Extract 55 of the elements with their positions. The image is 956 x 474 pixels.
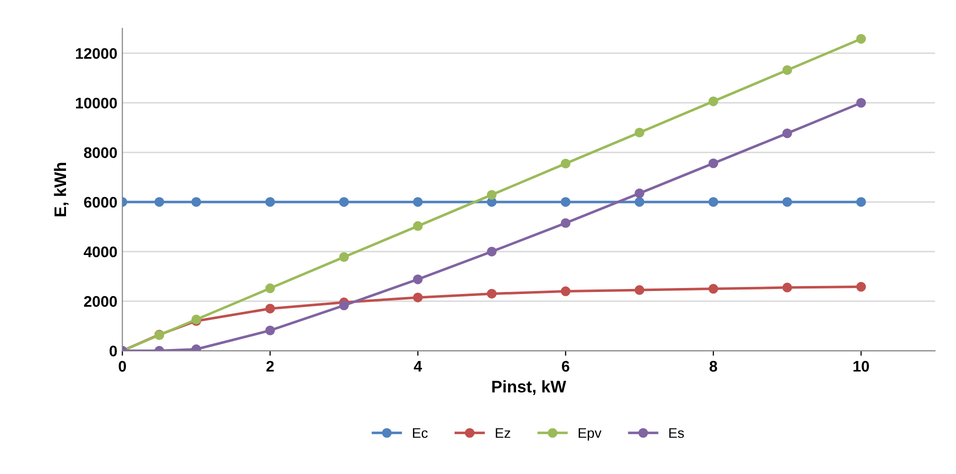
x-tick-label: 2 xyxy=(266,360,274,372)
y-tick-label: 8000 xyxy=(84,147,117,158)
legend-label: Ez xyxy=(496,428,510,438)
point xyxy=(486,246,497,256)
point xyxy=(782,282,792,292)
point xyxy=(708,197,718,207)
x-tick-label: 10 xyxy=(854,360,869,372)
point xyxy=(412,292,423,302)
point xyxy=(708,284,718,294)
point xyxy=(265,283,275,294)
y-tick-label: 10000 xyxy=(76,98,117,109)
point xyxy=(412,221,423,231)
point xyxy=(634,188,644,198)
point xyxy=(634,128,644,138)
point xyxy=(191,197,202,207)
point xyxy=(265,197,275,207)
y-tick-label: 2000 xyxy=(84,296,117,307)
point xyxy=(486,288,497,299)
y-tick-label: 0 xyxy=(110,346,117,356)
point xyxy=(412,197,423,207)
point xyxy=(560,286,570,296)
point xyxy=(339,252,349,262)
point xyxy=(560,158,570,168)
x-tick-label: 0 xyxy=(118,360,126,372)
x-tick-label: 8 xyxy=(710,360,718,372)
x-tick-label: 4 xyxy=(414,361,422,372)
point xyxy=(782,197,792,207)
point xyxy=(154,197,164,207)
point xyxy=(782,65,792,75)
point xyxy=(708,158,718,168)
point xyxy=(560,197,570,207)
legend-label: Es xyxy=(669,428,684,438)
point xyxy=(634,197,644,207)
point xyxy=(265,304,275,314)
point xyxy=(486,190,497,200)
point xyxy=(339,197,349,207)
point xyxy=(412,274,423,284)
point xyxy=(856,282,866,292)
y-tick-label: 4000 xyxy=(84,246,117,258)
point xyxy=(856,34,866,44)
point xyxy=(265,326,275,336)
point xyxy=(339,300,349,310)
point xyxy=(782,128,792,138)
legend-label: Ec xyxy=(412,428,428,438)
y-tick-label: 6000 xyxy=(84,196,117,208)
point xyxy=(856,197,866,207)
legend-label: Epv xyxy=(578,428,602,441)
point xyxy=(634,285,644,295)
x-tick-label: 6 xyxy=(562,360,570,372)
point xyxy=(708,96,718,106)
x-axis-title: Pinst, kW xyxy=(492,380,566,395)
y-tick-label: 12000 xyxy=(76,48,117,59)
y-axis-title: E, kWh xyxy=(54,162,69,216)
point xyxy=(856,98,866,108)
point xyxy=(560,218,570,228)
